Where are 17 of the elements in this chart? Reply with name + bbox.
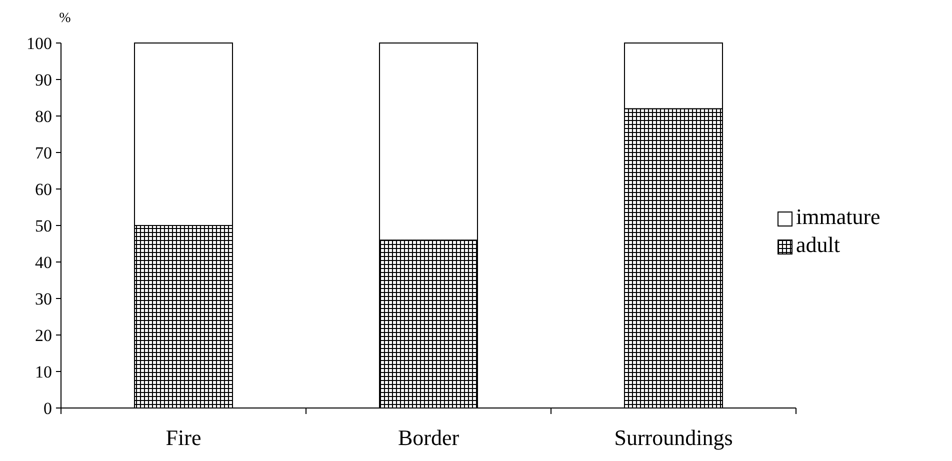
y-tick-label: 50 — [35, 216, 52, 236]
legend-label: immature — [796, 204, 880, 229]
y-tick-label: 100 — [26, 34, 52, 53]
x-tick-label: Surroundings — [614, 425, 733, 450]
y-tick-label: 0 — [44, 398, 52, 418]
y-tick-label: 10 — [35, 362, 52, 382]
y-tick-label: 90 — [35, 70, 52, 90]
x-tick-label: Fire — [166, 425, 202, 450]
y-tick-label: 80 — [35, 106, 52, 126]
y-axis-title: % — [59, 11, 72, 26]
x-tick-label: Border — [398, 425, 460, 450]
y-tick-label: 60 — [35, 180, 52, 199]
y-tick-label: 30 — [35, 289, 52, 308]
y-tick-label: 70 — [35, 143, 52, 162]
y-tick-label: 20 — [35, 326, 52, 345]
legend-label: adult — [796, 232, 840, 257]
y-tick-label: 40 — [35, 252, 52, 272]
